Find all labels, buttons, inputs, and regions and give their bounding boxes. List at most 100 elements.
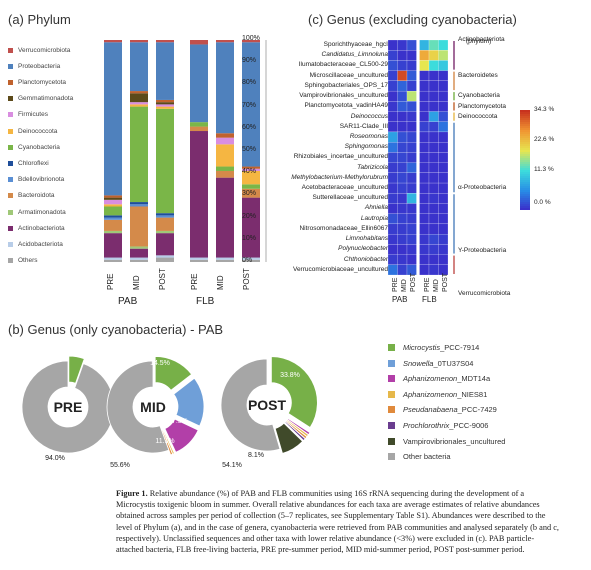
heatmap-cell bbox=[388, 203, 398, 214]
bar-segment bbox=[242, 168, 260, 171]
heatmap-cell bbox=[419, 264, 430, 275]
panel-c-colorbar bbox=[520, 110, 530, 210]
legend-item: Proteobacteria bbox=[8, 60, 60, 72]
heatmap-cell bbox=[388, 101, 398, 112]
colorbar-step bbox=[520, 136, 530, 139]
heatmap-cell bbox=[438, 142, 448, 153]
bar-segment bbox=[156, 99, 174, 103]
pie-legend-item: Other bacteria bbox=[388, 452, 451, 461]
legend-label: Bdellovibrionota bbox=[18, 176, 65, 184]
heatmap-cell bbox=[428, 142, 439, 153]
pie-slice bbox=[21, 360, 115, 454]
heatmap-cell bbox=[419, 142, 430, 153]
legend-swatch bbox=[8, 128, 13, 134]
colorbar-step bbox=[520, 168, 530, 171]
genus-label: Planctomycetota_vadinHA49 bbox=[304, 102, 388, 110]
legend-swatch bbox=[8, 193, 13, 199]
heatmap-cell bbox=[428, 101, 439, 112]
heatmap-cell bbox=[428, 203, 439, 214]
colorbar-step bbox=[520, 130, 530, 133]
heatmap-cell bbox=[397, 234, 408, 245]
colorbar-step bbox=[520, 170, 530, 173]
y-tick-label: 50% bbox=[242, 146, 257, 153]
colorbar-step bbox=[520, 196, 530, 199]
heatmap-cell bbox=[428, 80, 439, 92]
heatmap-cell bbox=[397, 172, 408, 184]
bar-segment bbox=[130, 42, 148, 92]
bar-segment bbox=[130, 102, 148, 105]
bar-segment bbox=[242, 42, 260, 167]
heatmap-cell bbox=[388, 244, 398, 255]
legend-item: Firmicutes bbox=[8, 109, 48, 121]
legend-item: Bdellovibrionota bbox=[8, 174, 64, 186]
phylum-label: Actinobacteriota bbox=[458, 36, 505, 43]
pie-legend-item: Microcystis_PCC-7914 bbox=[388, 343, 479, 352]
heatmap-cell bbox=[419, 50, 430, 61]
heatmap-cell bbox=[438, 131, 448, 143]
heatmap-cell bbox=[397, 60, 408, 71]
genus-label: Nitrosomonadaceae_Ellin6067 bbox=[299, 224, 388, 232]
legend-label: Acidobacteriota bbox=[18, 240, 63, 248]
colorbar-step bbox=[520, 154, 530, 157]
pie-value-label: 33.8% bbox=[280, 372, 300, 379]
pie-center-label: PRE bbox=[54, 399, 83, 415]
legend-swatch bbox=[8, 160, 13, 166]
heatmap-cell bbox=[388, 142, 398, 153]
y-tick-label: 10% bbox=[242, 234, 257, 242]
heatmap-cell bbox=[438, 244, 448, 255]
bar-segment bbox=[104, 195, 122, 198]
bar-label: PRE bbox=[106, 273, 115, 290]
heatmap-cell bbox=[388, 111, 398, 122]
bar-segment bbox=[130, 257, 148, 260]
legend-swatch bbox=[8, 209, 13, 215]
heatmap-cell bbox=[406, 111, 417, 122]
legend-swatch bbox=[8, 177, 13, 183]
y-tick-label: 70% bbox=[242, 101, 257, 109]
heatmap-cell bbox=[397, 50, 408, 61]
heatmap-cell bbox=[438, 162, 448, 173]
heatmap-cell bbox=[428, 254, 439, 265]
colorbar-step bbox=[520, 120, 530, 123]
colorbar-step bbox=[520, 182, 530, 185]
colorbar-step bbox=[520, 198, 530, 201]
genus-label: Roseomonas bbox=[349, 132, 388, 140]
legend-label: Bacteroidota bbox=[18, 192, 55, 200]
heatmap-cell bbox=[388, 40, 398, 51]
heatmap-cell bbox=[438, 172, 448, 184]
heatmap-cell bbox=[388, 152, 398, 163]
heatmap-cell bbox=[438, 203, 448, 214]
bar-segment bbox=[104, 215, 122, 218]
legend-item: Deinococcota bbox=[8, 125, 57, 137]
heatmap-cell bbox=[419, 90, 430, 102]
colorbar-step bbox=[520, 178, 530, 181]
colorbar-step bbox=[520, 200, 530, 203]
y-tick-label: 20% bbox=[242, 212, 257, 220]
pie-slice bbox=[164, 418, 199, 453]
colorbar-step bbox=[520, 162, 530, 165]
heatmap-cell bbox=[428, 111, 439, 122]
heatmap-cell bbox=[438, 40, 448, 51]
colorbar-tick: 0.0 % bbox=[534, 199, 551, 206]
colorbar-step bbox=[520, 164, 530, 167]
legend-swatch bbox=[8, 63, 13, 69]
legend-swatch bbox=[388, 437, 395, 445]
legend-swatch bbox=[388, 359, 395, 367]
genus-label: Methylobacterium-Methylorubrum bbox=[291, 173, 388, 181]
pie-center-label: MID bbox=[140, 399, 166, 415]
genus-label: Deinococcus bbox=[350, 112, 388, 120]
heatmap-cell bbox=[397, 162, 408, 173]
bar-segment bbox=[130, 104, 148, 107]
pie-center-label: POST bbox=[248, 397, 287, 413]
bar-segment bbox=[104, 219, 122, 231]
colorbar-step bbox=[520, 172, 530, 175]
phylum-label: α-Proteobacteria bbox=[458, 184, 507, 191]
genus-label: Rhizobiales_incertae_uncultured bbox=[293, 153, 388, 161]
legend-swatch bbox=[388, 406, 395, 414]
heatmap-cell bbox=[438, 193, 448, 204]
heatmap-cell bbox=[419, 162, 430, 173]
bar-segment bbox=[130, 259, 148, 262]
panel-a-group-pab: PAB bbox=[118, 296, 138, 307]
legend-label: Other bacteria bbox=[403, 452, 451, 462]
colorbar-step bbox=[520, 180, 530, 183]
genus-label: Microscillaceae_uncultured bbox=[309, 71, 388, 79]
